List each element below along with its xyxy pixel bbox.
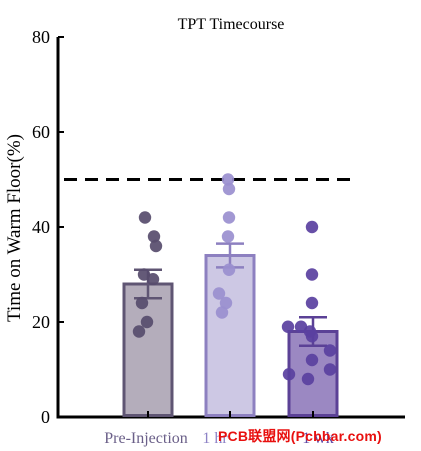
data-point <box>222 211 236 224</box>
y-tick-label: 60 <box>32 122 50 142</box>
x-tick-label: 1 hr <box>202 430 228 447</box>
data-point <box>323 344 337 357</box>
data-point <box>305 296 319 310</box>
data-point <box>140 315 154 329</box>
data-point <box>305 268 319 281</box>
x-tick-label: Pre-Injection <box>104 430 188 447</box>
data-point <box>281 320 295 333</box>
data-point <box>149 239 163 253</box>
data-point <box>147 230 161 243</box>
data-point <box>132 325 146 338</box>
plot-area: 0 20 40 60 80 Pre-Injection 1 hr 1 wk <box>32 27 405 447</box>
data-point <box>305 353 319 367</box>
y-tick-label: 0 <box>41 407 50 427</box>
data-point <box>282 368 296 381</box>
y-tick-label: 20 <box>32 312 50 332</box>
data-point <box>221 173 235 186</box>
data-point <box>219 296 233 310</box>
data-point <box>221 230 235 243</box>
watermark-text: PCB联盟网(Pcbbar.com) <box>218 428 382 444</box>
data-point <box>301 372 315 386</box>
data-point <box>138 211 152 224</box>
y-tick-label: 80 <box>32 27 50 47</box>
data-point <box>146 273 160 286</box>
bar-1 <box>204 254 256 417</box>
data-point <box>305 220 319 234</box>
x-tick-label: 1 wk <box>302 430 334 447</box>
y-axis-label: Time on Warm Floor(%) <box>4 134 25 322</box>
y-tick-label: 40 <box>32 217 50 237</box>
data-point <box>323 363 337 376</box>
data-point <box>215 306 229 319</box>
data-point <box>222 182 236 196</box>
data-point <box>305 330 319 343</box>
data-point <box>212 287 226 300</box>
data-point <box>135 296 149 310</box>
chart-title: TPT Timecourse <box>178 16 285 33</box>
data-point <box>222 263 236 276</box>
